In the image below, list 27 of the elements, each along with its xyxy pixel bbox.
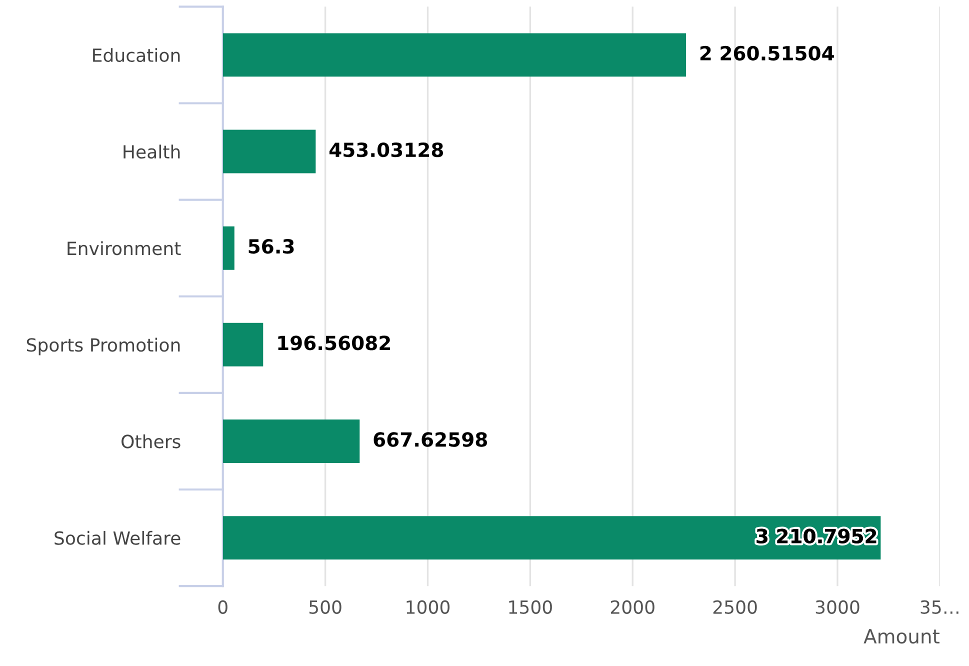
data-label: 453.03128 (329, 142, 444, 158)
bar (222, 419, 360, 463)
bar (222, 322, 264, 366)
data-label: 3 210.7952 (756, 528, 876, 544)
y-tick-label: Education (93, 48, 180, 62)
bar (222, 33, 686, 77)
x-tick-label: 2000 (610, 600, 654, 614)
data-label: 56.3 (248, 239, 294, 254)
x-tick-label: 1000 (406, 600, 450, 614)
x-axis-title: Amount (864, 629, 940, 644)
data-label: 2 260.51504 (700, 46, 834, 61)
x-tick-label: 3000 (816, 600, 860, 614)
y-tick-label: Sports Promotion (26, 338, 180, 356)
bar (222, 130, 316, 174)
x-tick-label: 35… (920, 600, 958, 614)
x-tick-label: 2500 (713, 600, 757, 614)
x-tick-label: 0 (218, 600, 228, 614)
data-label: 196.56082 (278, 336, 390, 350)
y-tick-label: Environment (68, 241, 181, 256)
data-label: 667.62598 (374, 432, 487, 447)
y-tick-label: Health (124, 144, 180, 159)
y-tick-label: Others (122, 434, 180, 448)
bar (222, 226, 234, 270)
x-tick-label: 1500 (509, 600, 552, 614)
y-tick-label: Social Welfare (54, 530, 180, 545)
x-tick-label: 500 (309, 600, 342, 614)
bar (222, 516, 881, 560)
